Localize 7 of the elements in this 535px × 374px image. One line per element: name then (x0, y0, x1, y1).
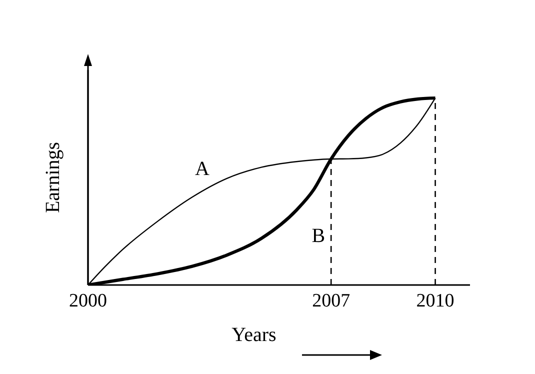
y-axis-title: Earnings (42, 142, 64, 214)
series-label: B (312, 225, 326, 248)
x-tick-label: 2000 (69, 290, 107, 312)
x-tick-label: 2007 (312, 290, 350, 312)
series-label: A (194, 158, 210, 180)
x-tick-label: 2010 (416, 290, 454, 312)
x-axis-title: Years (232, 324, 277, 346)
